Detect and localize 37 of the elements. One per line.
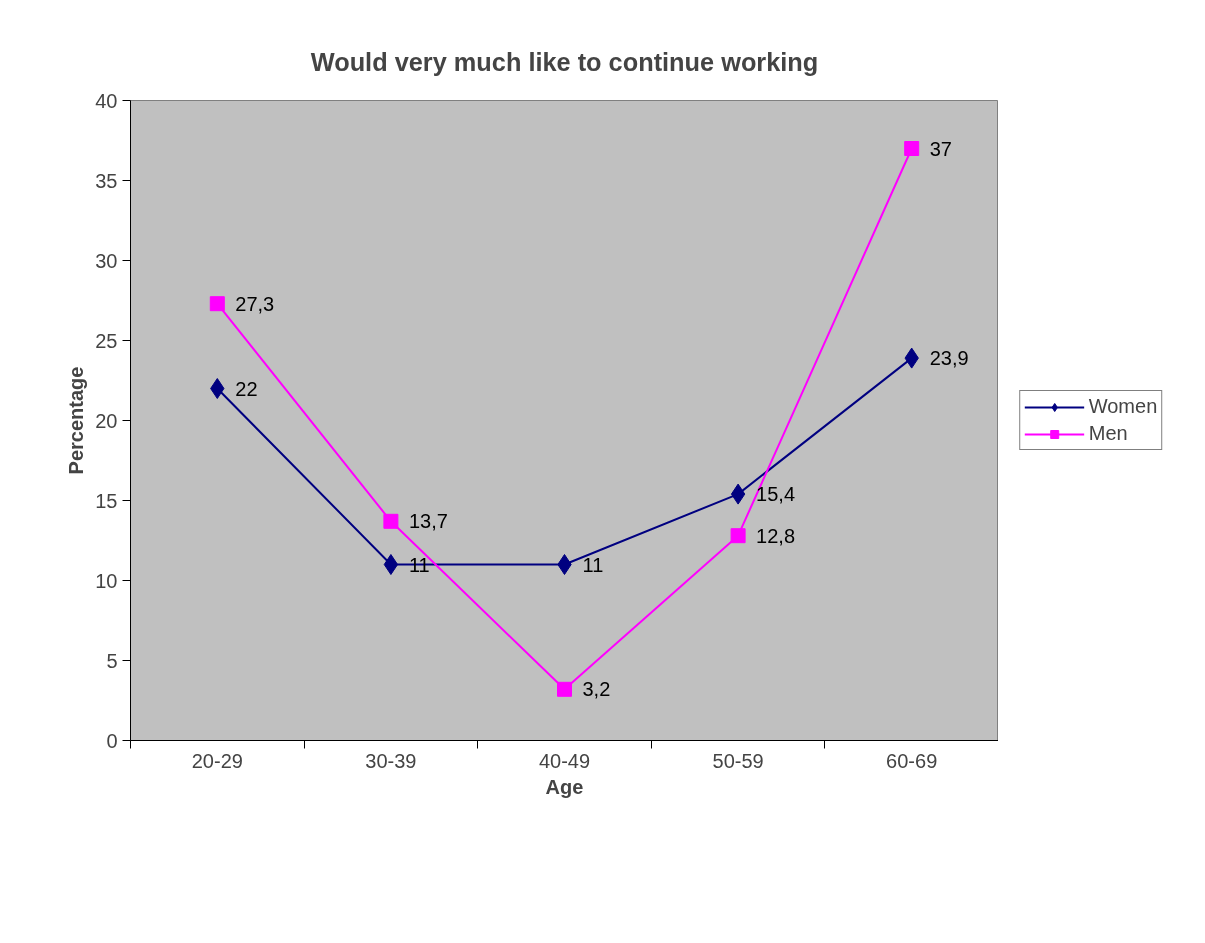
y-tick-label: 5: [106, 649, 118, 672]
y-tick-label: 30: [95, 249, 118, 272]
data-label: 37: [929, 137, 952, 160]
data-label: 15,4: [756, 483, 796, 506]
y-tick-label: 35: [95, 169, 118, 192]
x-tick-label: 50-59: [712, 749, 764, 772]
y-tick-label: 20: [95, 409, 118, 432]
chart-title: Would very much like to continue working: [310, 47, 819, 76]
legend-label: Men: [1088, 422, 1128, 445]
point: [730, 528, 746, 544]
data-label: 12,8: [756, 524, 796, 547]
y-tick-label: 10: [95, 569, 118, 592]
data-label: 23,9: [929, 347, 969, 370]
x-tick-label: 30-39: [365, 749, 417, 772]
point: [904, 141, 920, 156]
y-tick-label: 40: [95, 89, 118, 112]
data-label: 3,2: [582, 678, 611, 701]
x-tick-label: 40-49: [538, 749, 591, 772]
data-label: 27,3: [235, 292, 275, 315]
legend-label: Women: [1088, 395, 1158, 418]
point: [557, 554, 572, 575]
data-label: 22: [235, 377, 258, 400]
point: [383, 554, 399, 575]
x-tick-label: 60-69: [886, 749, 938, 772]
point: [210, 378, 225, 399]
point: [557, 681, 572, 697]
data-label: 11: [582, 553, 604, 576]
x-axis-title: Age: [545, 775, 584, 798]
y-axis-title: Percentage: [65, 366, 88, 475]
y-tick-label: 25: [95, 329, 118, 352]
point: [730, 483, 746, 505]
data-label: 13,7: [408, 510, 448, 533]
y-tick-label: 15: [95, 489, 118, 512]
x-tick-label: 20-29: [191, 749, 243, 772]
y-tick-label: 0: [106, 729, 118, 752]
point: [209, 296, 225, 312]
point: [383, 513, 399, 529]
